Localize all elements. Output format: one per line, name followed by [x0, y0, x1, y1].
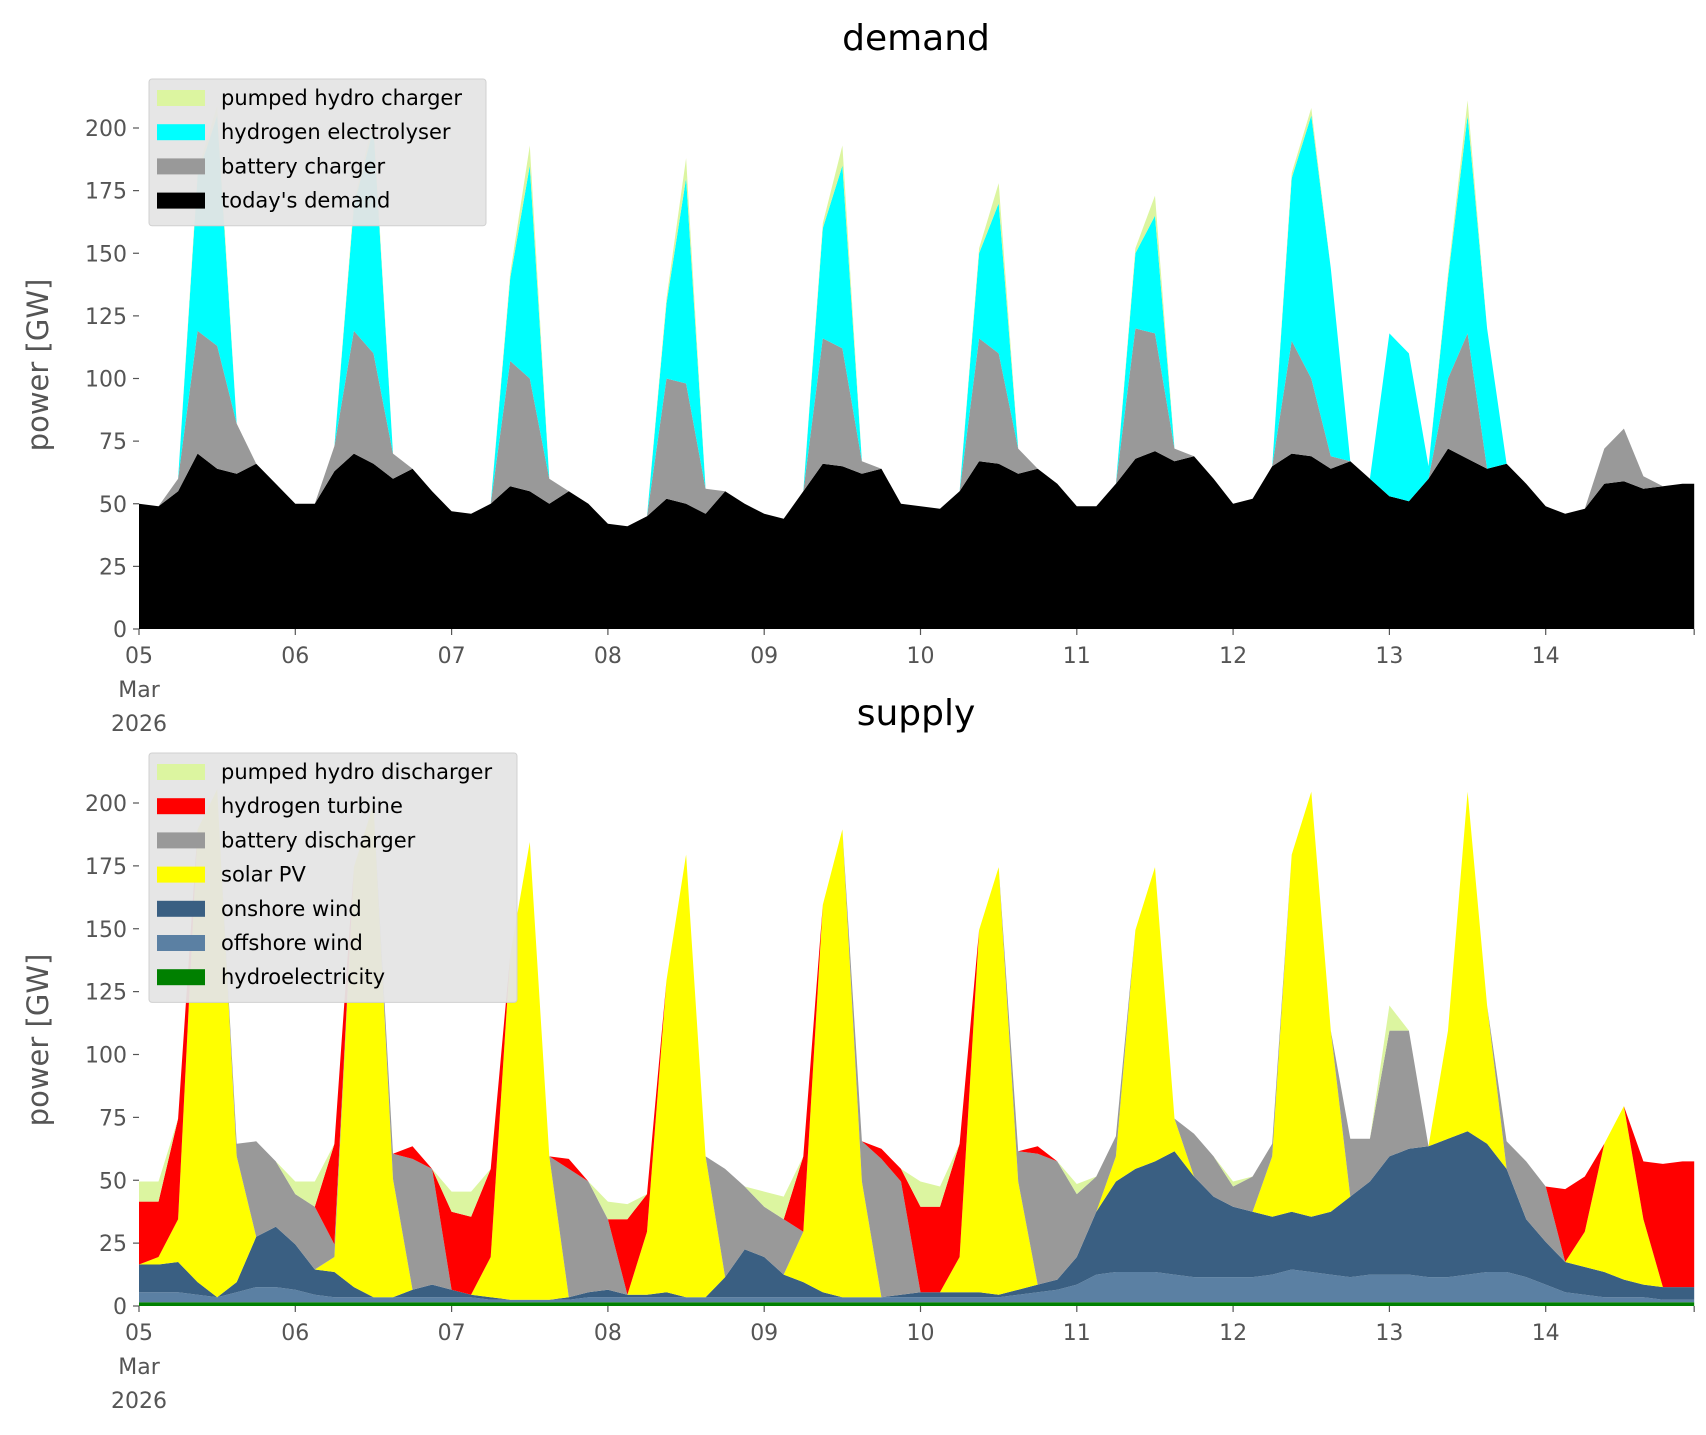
- supply-legend-item-solar-pv: solar PV: [157, 863, 306, 887]
- demand-x-axis: 05 Mar 2026 06 07 08 09 10 11 12 13 14: [111, 629, 1695, 737]
- supply-x-tick-label: 12: [1219, 1321, 1247, 1346]
- supply-y-tick-label: 150: [85, 918, 127, 943]
- demand-legend: pumped hydro charger hydrogen electrolyse…: [148, 78, 487, 227]
- demand-y-tick-label: 50: [99, 493, 127, 518]
- legend-swatch: [157, 969, 205, 986]
- supply-legend-item-battery-discharger: battery discharger: [157, 828, 416, 852]
- demand-y-tick-label: 125: [85, 305, 127, 330]
- legend-label: pumped hydro discharger: [221, 760, 492, 784]
- demand-x-tick-sublabel: Mar: [118, 678, 160, 703]
- legend-label: solar PV: [221, 863, 306, 887]
- supply-y-axis-label: power [GW]: [21, 954, 55, 1127]
- demand-x-tick-label: 11: [1063, 644, 1091, 669]
- supply-x-tick-sublabel: Mar: [118, 1355, 160, 1380]
- legend-swatch: [157, 832, 205, 849]
- legend-swatch: [157, 866, 205, 883]
- supply-y-tick-label: 75: [99, 1106, 127, 1131]
- supply-x-tick-label: 14: [1532, 1321, 1560, 1346]
- demand-y-tick-label: 200: [85, 117, 127, 142]
- legend-swatch: [157, 935, 205, 951]
- demand-area-battery-charger: [139, 328, 1695, 527]
- demand-area-hydrogen-electrolyser: [139, 115, 1695, 527]
- legend-swatch: [157, 192, 205, 209]
- supply-y-tick-label: 200: [85, 792, 127, 817]
- demand-x-tick-label: 07: [438, 644, 466, 669]
- supply-legend-item-pumped-hydro-discharger: pumped hydro discharger: [157, 760, 492, 784]
- legend-swatch: [157, 90, 205, 106]
- legend-swatch: [157, 764, 205, 780]
- supply-x-tick-label: 13: [1375, 1321, 1403, 1346]
- supply-panel: supply power [GW] 0 25 50 75 100 125 150 175 200…: [21, 693, 1695, 1414]
- demand-legend-item-battery-charger: battery charger: [157, 154, 386, 178]
- demand-y-tick-label: 25: [99, 555, 127, 580]
- demand-legend-item-pumped-hydro-charger: pumped hydro charger: [157, 86, 462, 110]
- supply-y-axis: 0 25 50 75 100 125 150 175 200: [85, 792, 139, 1320]
- legend-swatch: [157, 798, 205, 815]
- demand-y-tick-label: 175: [85, 180, 127, 205]
- supply-y-tick-label: 125: [85, 981, 127, 1006]
- demand-y-tick-label: 100: [85, 368, 127, 393]
- demand-x-tick-label: 08: [594, 644, 622, 669]
- demand-y-axis-label: power [GW]: [21, 279, 55, 452]
- supply-y-tick-label: 25: [99, 1232, 127, 1257]
- supply-x-tick-label: 11: [1063, 1321, 1091, 1346]
- demand-x-tick-label: 14: [1532, 644, 1560, 669]
- supply-x-axis: 05 Mar 2026 06 07 08 09 10 11 12 13 14: [111, 1306, 1695, 1414]
- supply-legend-item-onshore-wind: onshore wind: [157, 897, 362, 921]
- supply-x-tick-label: 07: [438, 1321, 466, 1346]
- legend-label: pumped hydro charger: [221, 86, 462, 110]
- demand-area-today-s-demand: [139, 448, 1695, 629]
- demand-x-tick-label: 05: [125, 644, 153, 669]
- supply-y-tick-label: 0: [113, 1295, 127, 1320]
- demand-legend-item-hydrogen-electrolyser: hydrogen electrolyser: [157, 120, 451, 144]
- legend-label: today's demand: [221, 189, 390, 213]
- supply-legend-item-hydroelectricity: hydroelectricity: [157, 965, 385, 989]
- demand-x-tick-label: 13: [1375, 644, 1403, 669]
- supply-title: supply: [857, 693, 976, 734]
- supply-area-offshore-wind: [139, 1269, 1695, 1303]
- legend-swatch: [157, 124, 205, 141]
- demand-title: demand: [842, 18, 990, 59]
- supply-x-tick-label: 05: [125, 1321, 153, 1346]
- demand-y-tick-label: 75: [99, 430, 127, 455]
- supply-x-tick-label: 08: [594, 1321, 622, 1346]
- legend-label: onshore wind: [221, 897, 362, 921]
- supply-area-solar-pv: [139, 789, 1695, 1300]
- demand-y-tick-label: 0: [113, 618, 127, 643]
- supply-x-tick-label: 10: [907, 1321, 935, 1346]
- legend-swatch: [157, 158, 205, 175]
- demand-legend-box: [148, 78, 487, 227]
- supply-legend: pumped hydro discharger hydrogen turbine b…: [148, 752, 518, 1003]
- demand-y-tick-label: 150: [85, 242, 127, 267]
- demand-x-tick-label: 06: [281, 644, 309, 669]
- demand-x-tick-label: 10: [907, 644, 935, 669]
- demand-legend-item-today-s-demand: today's demand: [157, 189, 390, 213]
- legend-label: battery charger: [221, 154, 386, 178]
- supply-x-tick-label: 09: [750, 1321, 778, 1346]
- demand-areas: [139, 100, 1695, 629]
- legend-label: battery discharger: [221, 828, 416, 852]
- supply-y-tick-label: 100: [85, 1044, 127, 1069]
- supply-area-hydroelectricity: [139, 1302, 1695, 1306]
- legend-swatch: [157, 900, 205, 917]
- demand-panel: demand power [GW] 0 25 50 75 100 125 150 175 200…: [21, 18, 1695, 737]
- supply-legend-box: [148, 752, 518, 1003]
- supply-y-tick-label: 175: [85, 855, 127, 880]
- supply-y-tick-label: 50: [99, 1169, 127, 1194]
- supply-legend-item-offshore-wind: offshore wind: [157, 931, 363, 955]
- legend-label: offshore wind: [221, 931, 363, 955]
- legend-label: hydrogen electrolyser: [221, 120, 451, 144]
- supply-legend-item-hydrogen-turbine: hydrogen turbine: [157, 794, 403, 818]
- supply-x-tick-label: 06: [281, 1321, 309, 1346]
- demand-x-tick-sublabel: 2026: [111, 712, 167, 737]
- legend-label: hydrogen turbine: [221, 794, 403, 818]
- supply-area-onshore-wind: [139, 1131, 1695, 1300]
- demand-y-axis: 0 25 50 75 100 125 150 175 200: [85, 117, 139, 643]
- supply-areas: [139, 789, 1695, 1306]
- legend-label: hydroelectricity: [221, 965, 385, 989]
- supply-x-tick-sublabel: 2026: [111, 1389, 167, 1414]
- demand-x-tick-label: 12: [1219, 644, 1247, 669]
- demand-x-tick-label: 09: [750, 644, 778, 669]
